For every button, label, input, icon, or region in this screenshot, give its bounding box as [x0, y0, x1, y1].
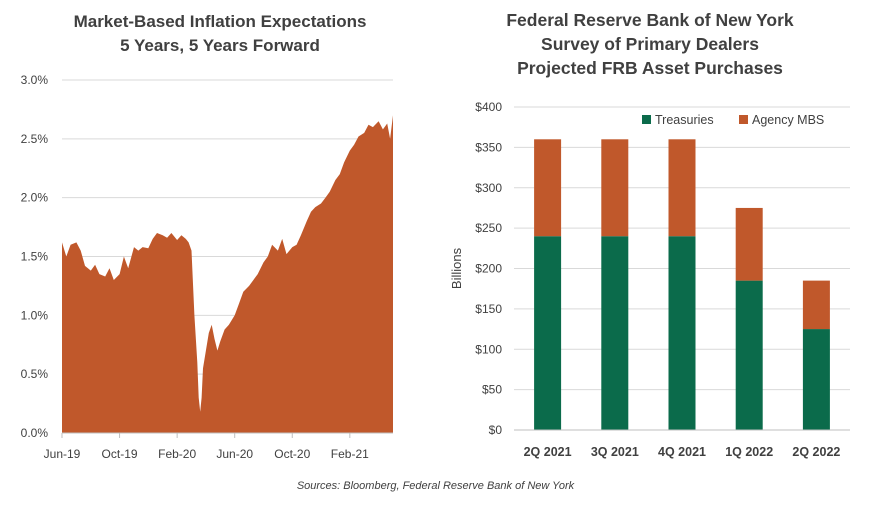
left-x-tick-label: Oct-20 — [274, 447, 310, 461]
right-y-axis-title: Billions — [449, 247, 464, 289]
left-title-line-2: 5 Years, 5 Years Forward — [120, 36, 320, 55]
right-y-tick-label: $350 — [475, 140, 502, 154]
legend-treasuries-swatch — [642, 115, 651, 124]
right-title-line-2: Survey of Primary Dealers — [541, 34, 759, 54]
treasuries-bar — [534, 236, 562, 430]
right-y-tick-label: $200 — [475, 262, 502, 276]
treasuries-bar — [601, 236, 629, 430]
left-chart-title: Market-Based Inflation Expectations 5 Ye… — [20, 10, 420, 58]
right-x-tick-label: 2Q 2022 — [792, 445, 840, 459]
right-x-tick-label: 4Q 2021 — [658, 445, 706, 459]
left-y-tick-label: 1.0% — [21, 308, 49, 322]
right-y-tick-label: $50 — [482, 383, 502, 397]
left-y-tick-label: 0.0% — [21, 426, 49, 440]
inflation-area-series — [62, 115, 393, 434]
treasuries-bar — [668, 236, 696, 430]
legend-treasuries-label: Treasuries — [655, 113, 714, 127]
left-x-tick-label: Feb-20 — [158, 447, 196, 461]
agency-mbs-bar — [601, 139, 629, 237]
left-y-tick-label: 0.5% — [21, 367, 49, 381]
left-title-line-1: Market-Based Inflation Expectations — [73, 12, 367, 31]
right-y-tick-label: $0 — [489, 423, 503, 437]
source-note: Sources: Bloomberg, Federal Reserve Bank… — [296, 480, 575, 492]
right-y-tick-label: $100 — [475, 342, 502, 356]
right-x-tick-label: 1Q 2022 — [725, 445, 773, 459]
right-title-line-3: Projected FRB Asset Purchases — [517, 58, 783, 78]
legend-agency-mbs-swatch — [739, 115, 748, 124]
right-y-tick-label: $400 — [475, 100, 502, 114]
agency-mbs-bar — [735, 207, 763, 281]
left-y-tick-label: 3.0% — [21, 73, 49, 87]
agency-mbs-bar — [802, 280, 830, 330]
right-chart-title: Federal Reserve Bank of New York Survey … — [450, 8, 850, 80]
right-x-tick-label: 2Q 2021 — [524, 445, 572, 459]
agency-mbs-bar — [534, 139, 562, 237]
right-x-tick-label: 3Q 2021 — [591, 445, 639, 459]
agency-mbs-bar — [668, 139, 696, 237]
treasuries-bar — [735, 280, 763, 430]
right-title-line-1: Federal Reserve Bank of New York — [506, 10, 794, 30]
left-x-tick-label: Feb-21 — [331, 447, 369, 461]
left-y-tick-label: 1.5% — [21, 250, 49, 264]
left-x-tick-label: Jun-19 — [44, 447, 81, 461]
left-x-tick-label: Jun-20 — [216, 447, 253, 461]
right-y-tick-label: $250 — [475, 221, 502, 235]
inflation-expectations-chart: 0.0% 0.5% 1.0% 1.5% 2.0% 2.5% 3.0% Jun-19 Oct-19… — [21, 73, 393, 461]
left-y-tick-label: 2.5% — [21, 132, 49, 146]
left-y-tick-label: 2.0% — [21, 191, 49, 205]
treasuries-bar — [802, 329, 830, 430]
right-y-tick-label: $300 — [475, 181, 502, 195]
left-x-tick-label: Oct-19 — [102, 447, 138, 461]
asset-purchases-chart: $0 $50 $100 $150 $200 $250 $300 $350 $400 Billion… — [449, 100, 850, 459]
right-y-tick-label: $150 — [475, 302, 502, 316]
legend-agency-mbs-label: Agency MBS — [752, 113, 824, 127]
